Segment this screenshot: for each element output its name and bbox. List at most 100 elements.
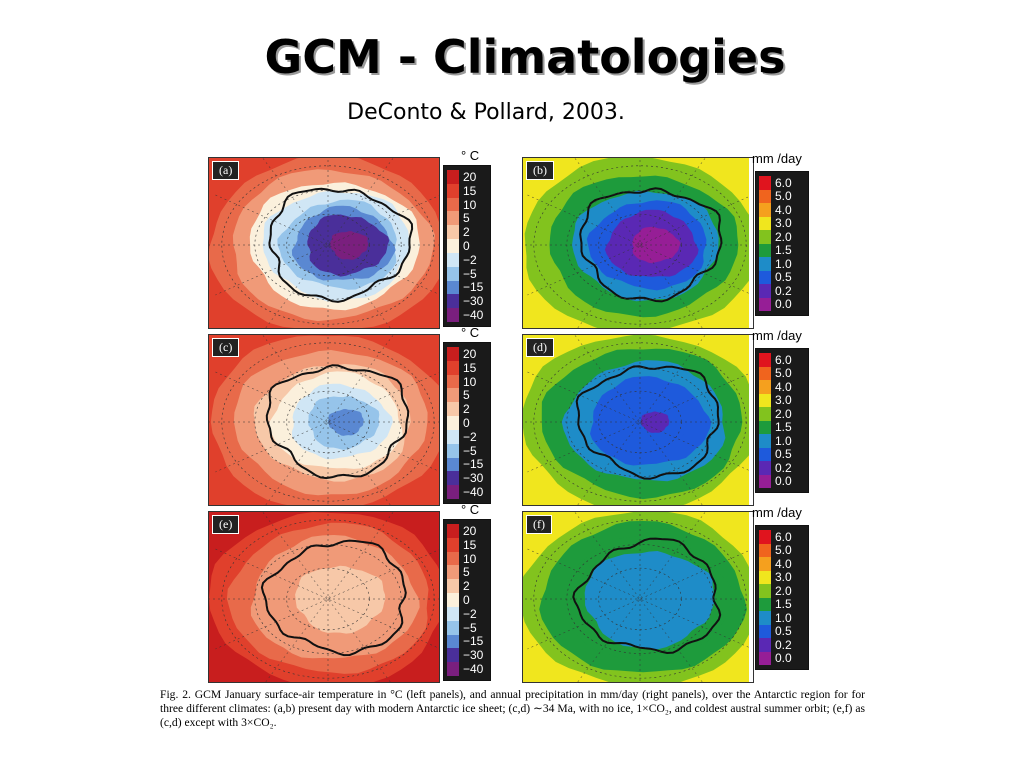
colorbar-label: −2 — [463, 429, 477, 444]
colorbar-entry: 1.0 — [756, 434, 808, 448]
colorbar-entry: −15 — [444, 280, 490, 295]
colorbar-swatch — [759, 557, 771, 571]
colorbar-entry: 5.0 — [756, 366, 808, 381]
temperature-map-c — [209, 335, 439, 505]
colorbar-swatch — [759, 461, 771, 475]
precip-colorbar-unit: mm /day — [752, 151, 802, 166]
colorbar-swatch — [447, 662, 459, 676]
colorbar-swatch — [447, 443, 459, 458]
colorbar-swatch — [447, 170, 459, 184]
colorbar-label: 2.0 — [775, 406, 792, 421]
colorbar-entry: 10 — [444, 552, 490, 566]
colorbar-swatch — [447, 360, 459, 375]
colorbar-entry: −5 — [444, 444, 490, 458]
colorbar-entry: 20 — [444, 347, 490, 361]
colorbar-swatch — [759, 216, 771, 230]
colorbar-entry: 0 — [444, 593, 490, 607]
colorbar-entry: −40 — [444, 662, 490, 676]
colorbar-label: 0.5 — [775, 447, 792, 462]
colorbar-label: −30 — [463, 648, 484, 663]
colorbar-entry: 6.0 — [756, 176, 808, 190]
colorbar-swatch — [447, 524, 459, 538]
colorbar-swatch — [759, 203, 771, 217]
colorbar-label: 10 — [463, 374, 477, 389]
colorbar-swatch — [759, 543, 771, 557]
colorbar-label: 2 — [463, 225, 470, 240]
colorbar-label: 5.0 — [775, 366, 792, 381]
colorbar-label: 15 — [463, 360, 477, 375]
colorbar-entry: −40 — [444, 485, 490, 499]
colorbar-entry: 3.0 — [756, 570, 808, 585]
colorbar-entry: −2 — [444, 607, 490, 621]
colorbar-label: 3.0 — [775, 570, 792, 585]
colorbar-swatch — [447, 648, 459, 663]
colorbar-swatch — [447, 225, 459, 240]
colorbar-label: 1.0 — [775, 433, 792, 448]
colorbar-entry: 0.5 — [756, 624, 808, 638]
colorbar-label: 1.0 — [775, 610, 792, 625]
colorbar-swatch — [447, 308, 459, 322]
map-panel-d: (d) — [522, 334, 754, 506]
colorbar-label: 5 — [463, 211, 470, 226]
panel-label-d: (d) — [526, 338, 554, 357]
temp-colorbar-scale: 20 15 10 5 2 0 −2 −5 −15 −30 −40 — [443, 165, 491, 327]
colorbar-entry: 1.5 — [756, 420, 808, 435]
temp-colorbar-unit: ° C — [461, 502, 480, 517]
colorbar-label: 20 — [463, 346, 477, 361]
colorbar-swatch — [759, 270, 771, 284]
map-panel-c: (c) — [208, 334, 440, 506]
page-title: GCM - Climatologies — [264, 30, 786, 84]
colorbar-entry: 1.5 — [756, 597, 808, 611]
colorbar-entry: 0.0 — [756, 651, 808, 666]
colorbar-swatch — [447, 294, 459, 309]
colorbar-swatch — [447, 634, 459, 649]
colorbar-entry: 5 — [444, 388, 490, 402]
colorbar-label: −15 — [463, 280, 484, 295]
colorbar-swatch — [759, 257, 771, 271]
colorbar-swatch — [447, 280, 459, 295]
colorbar-label: 0.5 — [775, 270, 792, 285]
colorbar-entry: −30 — [444, 648, 490, 662]
colorbar-label: 5.0 — [775, 189, 792, 204]
colorbar-entry: 1.0 — [756, 611, 808, 625]
colorbar-swatch — [759, 243, 771, 257]
colorbar-swatch — [759, 176, 771, 190]
colorbar-label: 1.5 — [775, 243, 792, 258]
colorbar-swatch — [447, 606, 459, 621]
colorbar-label: 6.0 — [775, 175, 792, 190]
colorbar-entry: 6.0 — [756, 353, 808, 367]
colorbar-label: 2 — [463, 579, 470, 594]
colorbar-entry: 20 — [444, 524, 490, 538]
colorbar-label: 1.5 — [775, 420, 792, 435]
colorbar-entry: 0 — [444, 239, 490, 253]
colorbar-label: 1.0 — [775, 256, 792, 271]
colorbar-swatch — [447, 239, 459, 253]
colorbar-swatch — [447, 183, 459, 198]
colorbar-swatch — [759, 434, 771, 448]
colorbar-label: −5 — [463, 620, 477, 635]
colorbar-swatch — [447, 252, 459, 267]
colorbar-label: 5 — [463, 388, 470, 403]
colorbar-label: 2 — [463, 402, 470, 417]
colorbar-entry: 0.5 — [756, 447, 808, 462]
precip-colorbar-unit: mm /day — [752, 328, 802, 343]
colorbar-entry: −40 — [444, 308, 490, 322]
colorbar-entry: −2 — [444, 430, 490, 444]
temp-colorbar-unit: ° C — [461, 148, 480, 163]
map-panel-a: (a) — [208, 157, 440, 329]
colorbar-label: 0.0 — [775, 651, 792, 666]
colorbar-label: −30 — [463, 471, 484, 486]
colorbar-entry: 0.2 — [756, 461, 808, 475]
colorbar-entry: 10 — [444, 198, 490, 212]
panel-label-b: (b) — [526, 161, 554, 180]
colorbar-swatch — [447, 471, 459, 486]
colorbar-entry: 0.5 — [756, 270, 808, 285]
colorbar-entry: 0.2 — [756, 638, 808, 652]
colorbar-label: −15 — [463, 457, 484, 472]
colorbar-swatch — [447, 197, 459, 212]
colorbar-entry: −30 — [444, 471, 490, 485]
colorbar-entry: 4.0 — [756, 380, 808, 394]
colorbar-entry: 2.0 — [756, 230, 808, 244]
colorbar-entry: 15 — [444, 184, 490, 198]
colorbar-swatch — [759, 474, 771, 488]
